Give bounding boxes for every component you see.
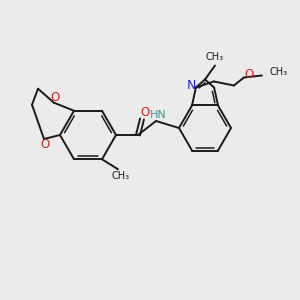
Text: HN: HN <box>150 110 166 120</box>
Text: CH₃: CH₃ <box>112 171 130 181</box>
Text: CH₃: CH₃ <box>206 52 224 62</box>
Text: O: O <box>140 106 150 118</box>
Text: CH₃: CH₃ <box>270 68 288 77</box>
Text: N: N <box>187 79 196 92</box>
Text: O: O <box>40 137 50 151</box>
Text: O: O <box>50 91 60 104</box>
Text: O: O <box>244 68 254 81</box>
